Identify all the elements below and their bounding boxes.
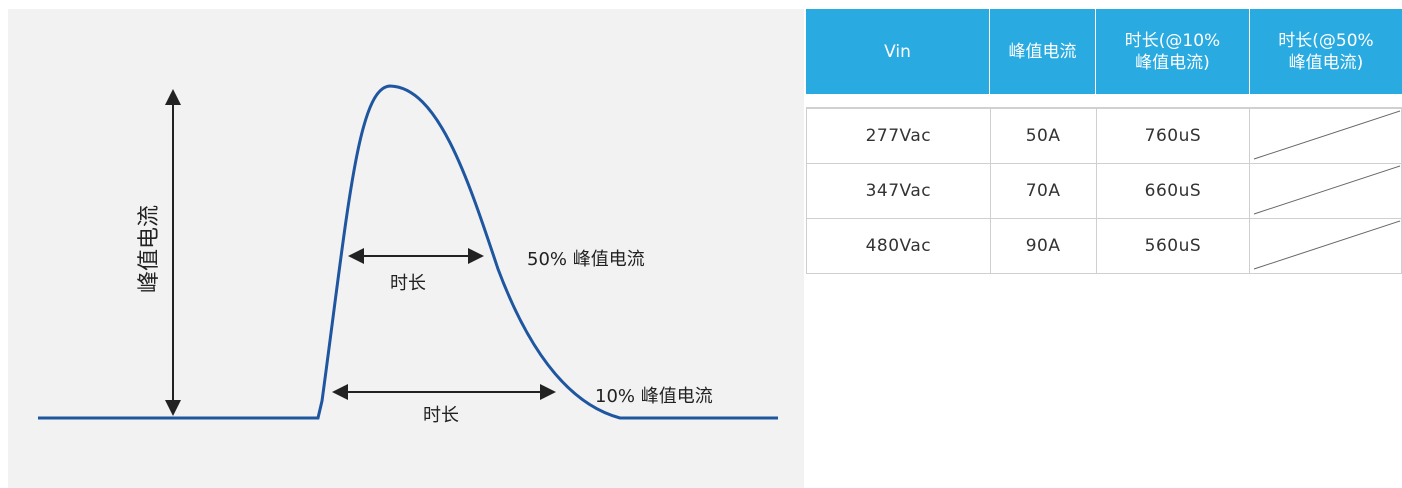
cell-peak-current: 70A	[991, 164, 1097, 218]
header-divider	[806, 107, 1402, 109]
table-row: 480Vac 90A 560uS	[807, 219, 1402, 274]
cell-vin: 277Vac	[807, 109, 991, 163]
table-header-row: Vin 峰值电流 时长(@10% 峰值电流) 时长(@50% 峰值电流)	[806, 9, 1402, 94]
cell-duration-10: 660uS	[1097, 164, 1251, 218]
inrush-current-curve	[38, 84, 778, 420]
inrush-spec-table: Vin 峰值电流 时长(@10% 峰值电流) 时长(@50% 峰值电流) 277…	[806, 9, 1402, 274]
level-10-label: 10% 峰值电流	[595, 386, 713, 407]
cell-duration-50-empty	[1250, 164, 1402, 218]
cell-vin: 347Vac	[807, 164, 991, 218]
inrush-current-diagram: 峰值电流 时长 50% 峰值电流 时长 10% 峰值电流	[8, 9, 804, 488]
peak-arrow-head-bottom	[165, 400, 181, 416]
cell-duration-50-empty	[1250, 109, 1402, 163]
inrush-curve-figure: 峰值电流 时长 50% 峰值电流 时长 10% 峰值电流	[38, 84, 778, 426]
table-row: 347Vac 70A 660uS	[807, 164, 1402, 219]
header-duration-10: 时长(@10% 峰值电流)	[1096, 9, 1250, 94]
header-duration-50: 时长(@50% 峰值电流)	[1250, 9, 1402, 94]
peak-arrow-head-top	[165, 89, 181, 105]
cell-peak-current: 50A	[991, 109, 1097, 163]
header-peak-current: 峰值电流	[990, 9, 1096, 94]
cell-peak-current: 90A	[991, 219, 1097, 273]
cell-duration-50-empty	[1250, 219, 1402, 273]
level-50-label: 50% 峰值电流	[527, 249, 645, 270]
table-row: 277Vac 50A 760uS	[807, 109, 1402, 164]
duration-50-head-right	[468, 248, 484, 264]
duration-10-head-left	[332, 384, 348, 400]
duration-10-head-right	[540, 384, 556, 400]
cell-vin: 480Vac	[807, 219, 991, 273]
cell-duration-10: 760uS	[1097, 109, 1251, 163]
duration-10-label: 时长	[423, 405, 459, 426]
header-vin: Vin	[806, 9, 990, 94]
y-axis-label: 峰值电流	[137, 205, 162, 293]
duration-50-head-left	[348, 248, 364, 264]
cell-duration-10: 560uS	[1097, 219, 1251, 273]
duration-50-label: 时长	[390, 273, 426, 294]
